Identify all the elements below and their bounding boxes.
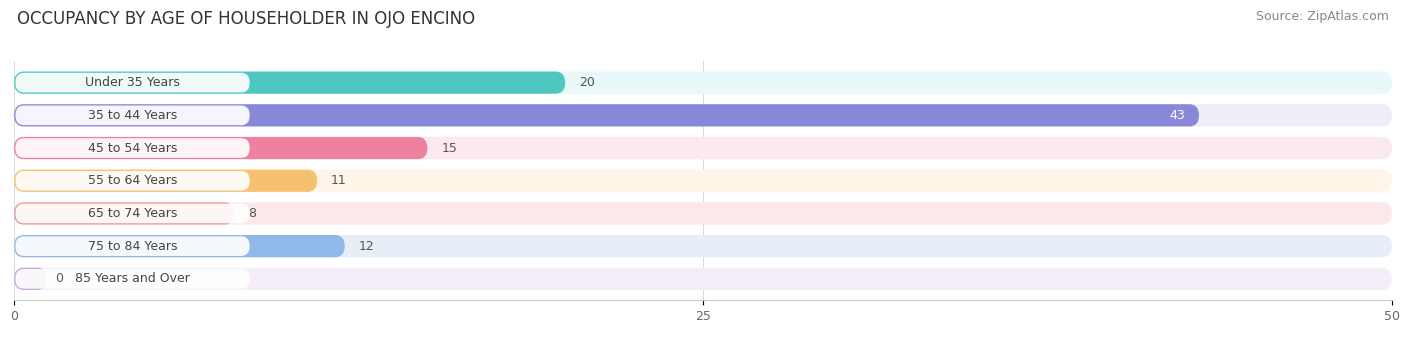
Text: 35 to 44 Years: 35 to 44 Years [89,109,177,122]
Text: Source: ZipAtlas.com: Source: ZipAtlas.com [1256,10,1389,23]
Text: 11: 11 [330,174,347,187]
Text: 55 to 64 Years: 55 to 64 Years [87,174,177,187]
FancyBboxPatch shape [14,104,1199,127]
FancyBboxPatch shape [15,204,250,223]
FancyBboxPatch shape [14,202,1392,224]
FancyBboxPatch shape [14,137,1392,159]
Text: 45 to 54 Years: 45 to 54 Years [87,142,177,154]
FancyBboxPatch shape [14,235,344,257]
Text: 20: 20 [579,76,595,89]
FancyBboxPatch shape [14,104,1392,127]
Text: Under 35 Years: Under 35 Years [86,76,180,89]
Text: 85 Years and Over: 85 Years and Over [75,272,190,285]
FancyBboxPatch shape [15,138,250,158]
Text: 65 to 74 Years: 65 to 74 Years [87,207,177,220]
Text: OCCUPANCY BY AGE OF HOUSEHOLDER IN OJO ENCINO: OCCUPANCY BY AGE OF HOUSEHOLDER IN OJO E… [17,10,475,28]
FancyBboxPatch shape [14,268,1392,290]
Text: 0: 0 [55,272,63,285]
Text: 15: 15 [441,142,457,154]
FancyBboxPatch shape [14,169,1392,192]
Text: 8: 8 [249,207,256,220]
FancyBboxPatch shape [14,169,318,192]
Text: 43: 43 [1170,109,1185,122]
FancyBboxPatch shape [15,73,250,92]
FancyBboxPatch shape [14,137,427,159]
FancyBboxPatch shape [14,202,235,224]
Text: 12: 12 [359,240,374,253]
FancyBboxPatch shape [14,268,48,290]
FancyBboxPatch shape [15,269,250,288]
FancyBboxPatch shape [14,72,565,94]
FancyBboxPatch shape [14,72,1392,94]
FancyBboxPatch shape [15,236,250,256]
Text: 75 to 84 Years: 75 to 84 Years [87,240,177,253]
FancyBboxPatch shape [15,105,250,125]
FancyBboxPatch shape [14,235,1392,257]
FancyBboxPatch shape [15,171,250,191]
